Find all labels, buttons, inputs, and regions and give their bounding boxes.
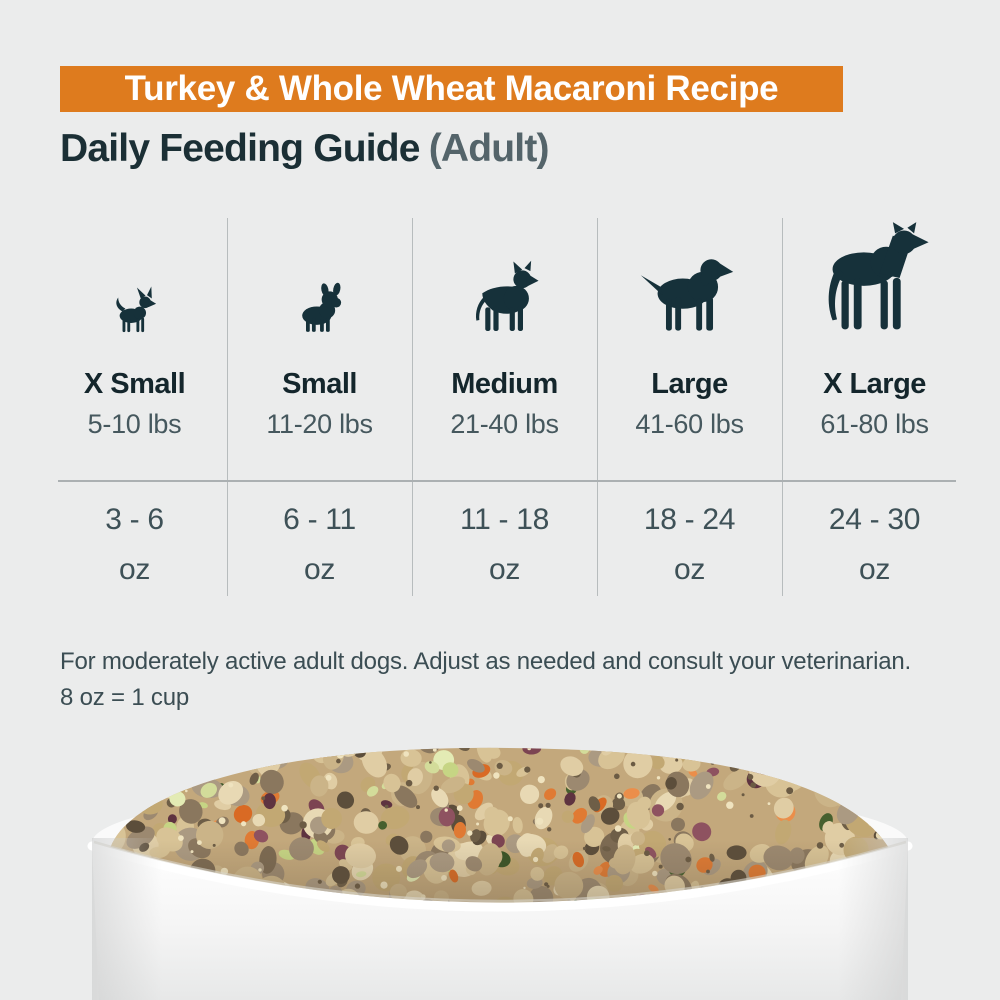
food-texture (108, 747, 892, 917)
size-column: X Large 61-80 lbs (782, 218, 967, 440)
footnote-line2: 8 oz = 1 cup (60, 684, 190, 711)
amount-value: 18 - 24 (643, 503, 736, 536)
size-column: Large 41-60 lbs (597, 218, 782, 440)
chihuahua-icon (106, 286, 164, 334)
dog-icon-box (597, 218, 782, 334)
bowl-front (87, 838, 913, 1000)
amount-unit: oz (858, 553, 891, 586)
recipe-title: Turkey & Whole Wheat Macaroni Recipe (124, 69, 779, 108)
feeding-amount: 3 - 6 oz (42, 503, 227, 587)
dog-icon-box (412, 218, 597, 334)
weight-range-label: 61-80 lbs (820, 409, 929, 439)
dog-food-bowl-photo (87, 747, 913, 1000)
amount-unit: oz (488, 553, 521, 586)
weight-range-label: 21-40 lbs (450, 409, 559, 439)
labrador-icon (639, 250, 740, 334)
size-column: X Small 5-10 lbs (42, 218, 227, 440)
weight-range-label: 41-60 lbs (635, 409, 744, 439)
feeding-amount: 6 - 11 oz (227, 503, 412, 587)
amount-value: 24 - 30 (828, 503, 921, 536)
dog-icon-box (42, 218, 227, 334)
amount-value: 6 - 11 (283, 503, 356, 536)
recipe-banner: Turkey & Whole Wheat Macaroni Recipe (60, 66, 843, 112)
amount-unit: oz (118, 553, 151, 586)
row-divider (58, 480, 956, 482)
amount-value: 3 - 6 (105, 503, 164, 536)
size-column: Small 11-20 lbs (227, 218, 412, 440)
feeding-amount: 24 - 30 oz (782, 503, 967, 587)
footnote: For moderately active adult dogs. Adjust… (60, 644, 911, 716)
amount-unit: oz (303, 553, 336, 586)
weight-range-label: 5-10 lbs (87, 409, 182, 439)
size-label: X Small (83, 368, 186, 400)
size-column: Medium 21-40 lbs (412, 218, 597, 440)
pit-bull-icon (460, 260, 549, 334)
dog-icon-box (227, 218, 412, 334)
page-title: Daily Feeding Guide (Adult) (60, 127, 550, 171)
size-label: Small (282, 368, 357, 400)
dog-icon-box (782, 218, 967, 334)
amount-unit: oz (673, 553, 706, 586)
amount-value: 11 - 18 (459, 503, 550, 536)
feeding-amount: 11 - 18 oz (412, 503, 597, 587)
footnote-line1: For moderately active adult dogs. Adjust… (60, 648, 911, 675)
feeding-table: X Small 5-10 lbs 3 - 6 oz Small 11-20 lb… (42, 218, 967, 596)
page-title-main: Daily Feeding Guide (60, 127, 421, 170)
size-label: Medium (451, 368, 558, 400)
french-bulldog-icon (287, 280, 352, 334)
page-title-suffix: (Adult) (428, 127, 550, 170)
size-label: Large (651, 368, 728, 400)
column-divider (782, 218, 783, 596)
column-divider (412, 218, 413, 596)
feeding-amount: 18 - 24 oz (597, 503, 782, 587)
size-label: X Large (823, 368, 926, 400)
weight-range-label: 11-20 lbs (266, 409, 373, 439)
column-divider (597, 218, 598, 596)
great-dane-icon (808, 222, 942, 334)
column-divider (227, 218, 228, 596)
